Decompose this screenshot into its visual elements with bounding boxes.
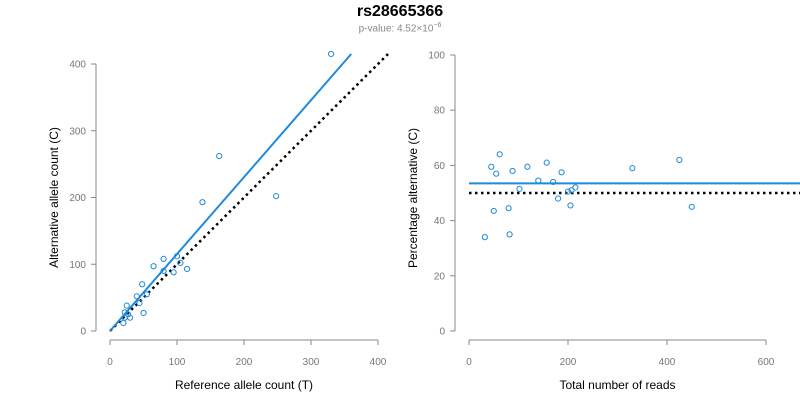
right-y-tick-label: 20 <box>434 271 446 282</box>
right-data-point <box>572 184 579 191</box>
right-data-point <box>481 234 488 241</box>
left-x-axis-title: Reference allele count (T) <box>175 378 313 392</box>
left-x-tick-label: 0 <box>107 357 113 368</box>
right-data-point <box>493 170 500 177</box>
left-x-tick-label: 400 <box>370 357 387 368</box>
left-data-point <box>120 319 127 327</box>
right-y-axis-title: Percentage alternative (C) <box>406 128 420 268</box>
left-x-tick-label: 100 <box>169 357 186 368</box>
right-data-point <box>676 156 683 163</box>
left-y-tick-label: 200 <box>69 193 86 204</box>
right-x-tick-label: 600 <box>758 357 775 368</box>
left-data-point <box>136 299 143 307</box>
right-x-axis-title: Total number of reads <box>559 378 675 392</box>
right-data-point <box>506 231 513 238</box>
left-data-point <box>183 265 191 273</box>
left-data-point <box>150 263 157 270</box>
left-data-point <box>123 302 130 309</box>
right-y-tick-label: 100 <box>428 51 445 62</box>
left-data-point <box>273 193 280 200</box>
left-y-axis-title: Alternative allele count (C) <box>47 127 61 268</box>
right-x-tick-label: 200 <box>560 357 577 368</box>
left-data-point <box>170 269 177 276</box>
left-data-point <box>160 267 167 275</box>
right-data-point <box>558 169 565 176</box>
left-data-point <box>139 281 146 288</box>
right-y-tick-label: 40 <box>434 216 446 227</box>
chart-subtitle: p-value: 4.52×10−6 <box>0 22 800 34</box>
left-data-point <box>124 311 132 318</box>
right-data-point <box>550 178 557 186</box>
left-x-tick-label: 200 <box>236 357 253 368</box>
left-data-point <box>199 199 206 206</box>
right-y-tick-label: 0 <box>439 327 445 338</box>
right-data-point <box>524 163 531 170</box>
right-data-point <box>509 167 516 175</box>
left-y-tick-label: 300 <box>69 126 86 137</box>
left-data-point <box>173 253 181 260</box>
left-data-point <box>121 309 128 316</box>
right-panel: 0 200 400 600 0 20 40 60 80 100 Total number of re… <box>406 51 800 392</box>
left-y-tick-label: 0 <box>80 327 86 338</box>
left-data-point <box>133 293 140 300</box>
right-y-tick-label: 60 <box>434 161 446 172</box>
right-data-point <box>629 165 636 172</box>
left-data-point <box>140 309 147 317</box>
right-data-point <box>555 195 562 202</box>
left-data-point <box>160 255 167 263</box>
pvalue-text: p-value: 4.52×10 <box>358 23 434 35</box>
right-data-point <box>567 202 574 209</box>
right-data-point <box>516 185 523 192</box>
right-data-point <box>535 177 542 184</box>
left-data-point <box>216 153 223 160</box>
left-panel: 0 100 200 300 400 0 100 200 300 400 Reference alle… <box>47 50 389 392</box>
right-data-point <box>488 163 495 170</box>
right-data-point <box>688 203 695 210</box>
right-x-tick-label: 400 <box>659 357 676 368</box>
left-y-tick-label: 100 <box>69 260 86 271</box>
left-y-tick-label: 400 <box>69 60 86 71</box>
left-fit-line <box>109 53 352 332</box>
right-y-tick-label: 80 <box>434 106 446 117</box>
right-data-point <box>496 151 503 158</box>
left-data-point <box>177 259 184 267</box>
left-x-tick-label: 300 <box>303 357 320 368</box>
right-data-point <box>505 205 512 212</box>
right-data-point <box>564 188 572 195</box>
right-x-tick-label: 0 <box>466 357 472 368</box>
chart-title: rs28665366 <box>356 3 444 20</box>
left-data-point <box>127 314 134 321</box>
left-data-point <box>328 50 335 58</box>
right-data-point <box>490 207 497 215</box>
right-data-point <box>543 159 550 166</box>
left-data-point <box>143 291 150 298</box>
pvalue-exponent: −6 <box>433 22 442 29</box>
left-reference-line <box>109 53 389 332</box>
